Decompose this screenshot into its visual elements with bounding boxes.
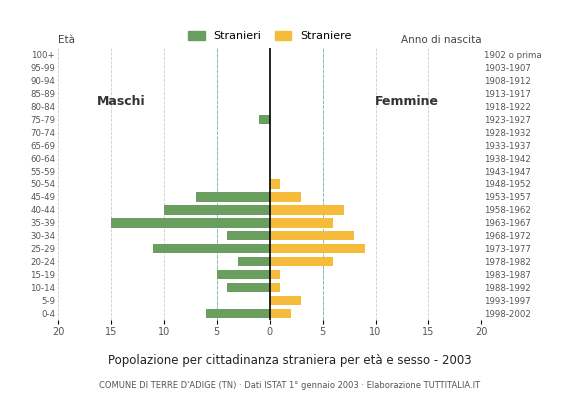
Bar [270,179,280,189]
Bar [270,270,280,279]
Bar [270,244,365,254]
Bar [270,296,302,305]
Text: Maschi: Maschi [97,95,146,108]
Bar [270,309,291,318]
Text: Popolazione per cittadinanza straniera per età e sesso - 2003: Popolazione per cittadinanza straniera p… [108,354,472,367]
Text: COMUNE DI TERRE D'ADIGE (TN) · Dati ISTAT 1° gennaio 2003 · Elaborazione TUTTITA: COMUNE DI TERRE D'ADIGE (TN) · Dati ISTA… [99,381,481,390]
Bar [270,257,333,266]
Bar [270,192,302,202]
Bar [259,114,270,124]
Bar [270,218,333,228]
Bar [227,283,270,292]
Bar [270,205,344,214]
Bar [270,283,280,292]
Legend: Stranieri, Straniere: Stranieri, Straniere [183,26,356,46]
Bar [238,257,270,266]
Bar [217,270,270,279]
Bar [270,231,354,240]
Bar [206,309,270,318]
Text: Femmine: Femmine [375,95,439,108]
Bar [227,231,270,240]
Text: Età: Età [58,36,75,46]
Bar [164,205,270,214]
Bar [153,244,270,254]
Bar [195,192,270,202]
Bar [111,218,270,228]
Text: Anno di nascita: Anno di nascita [401,36,481,46]
